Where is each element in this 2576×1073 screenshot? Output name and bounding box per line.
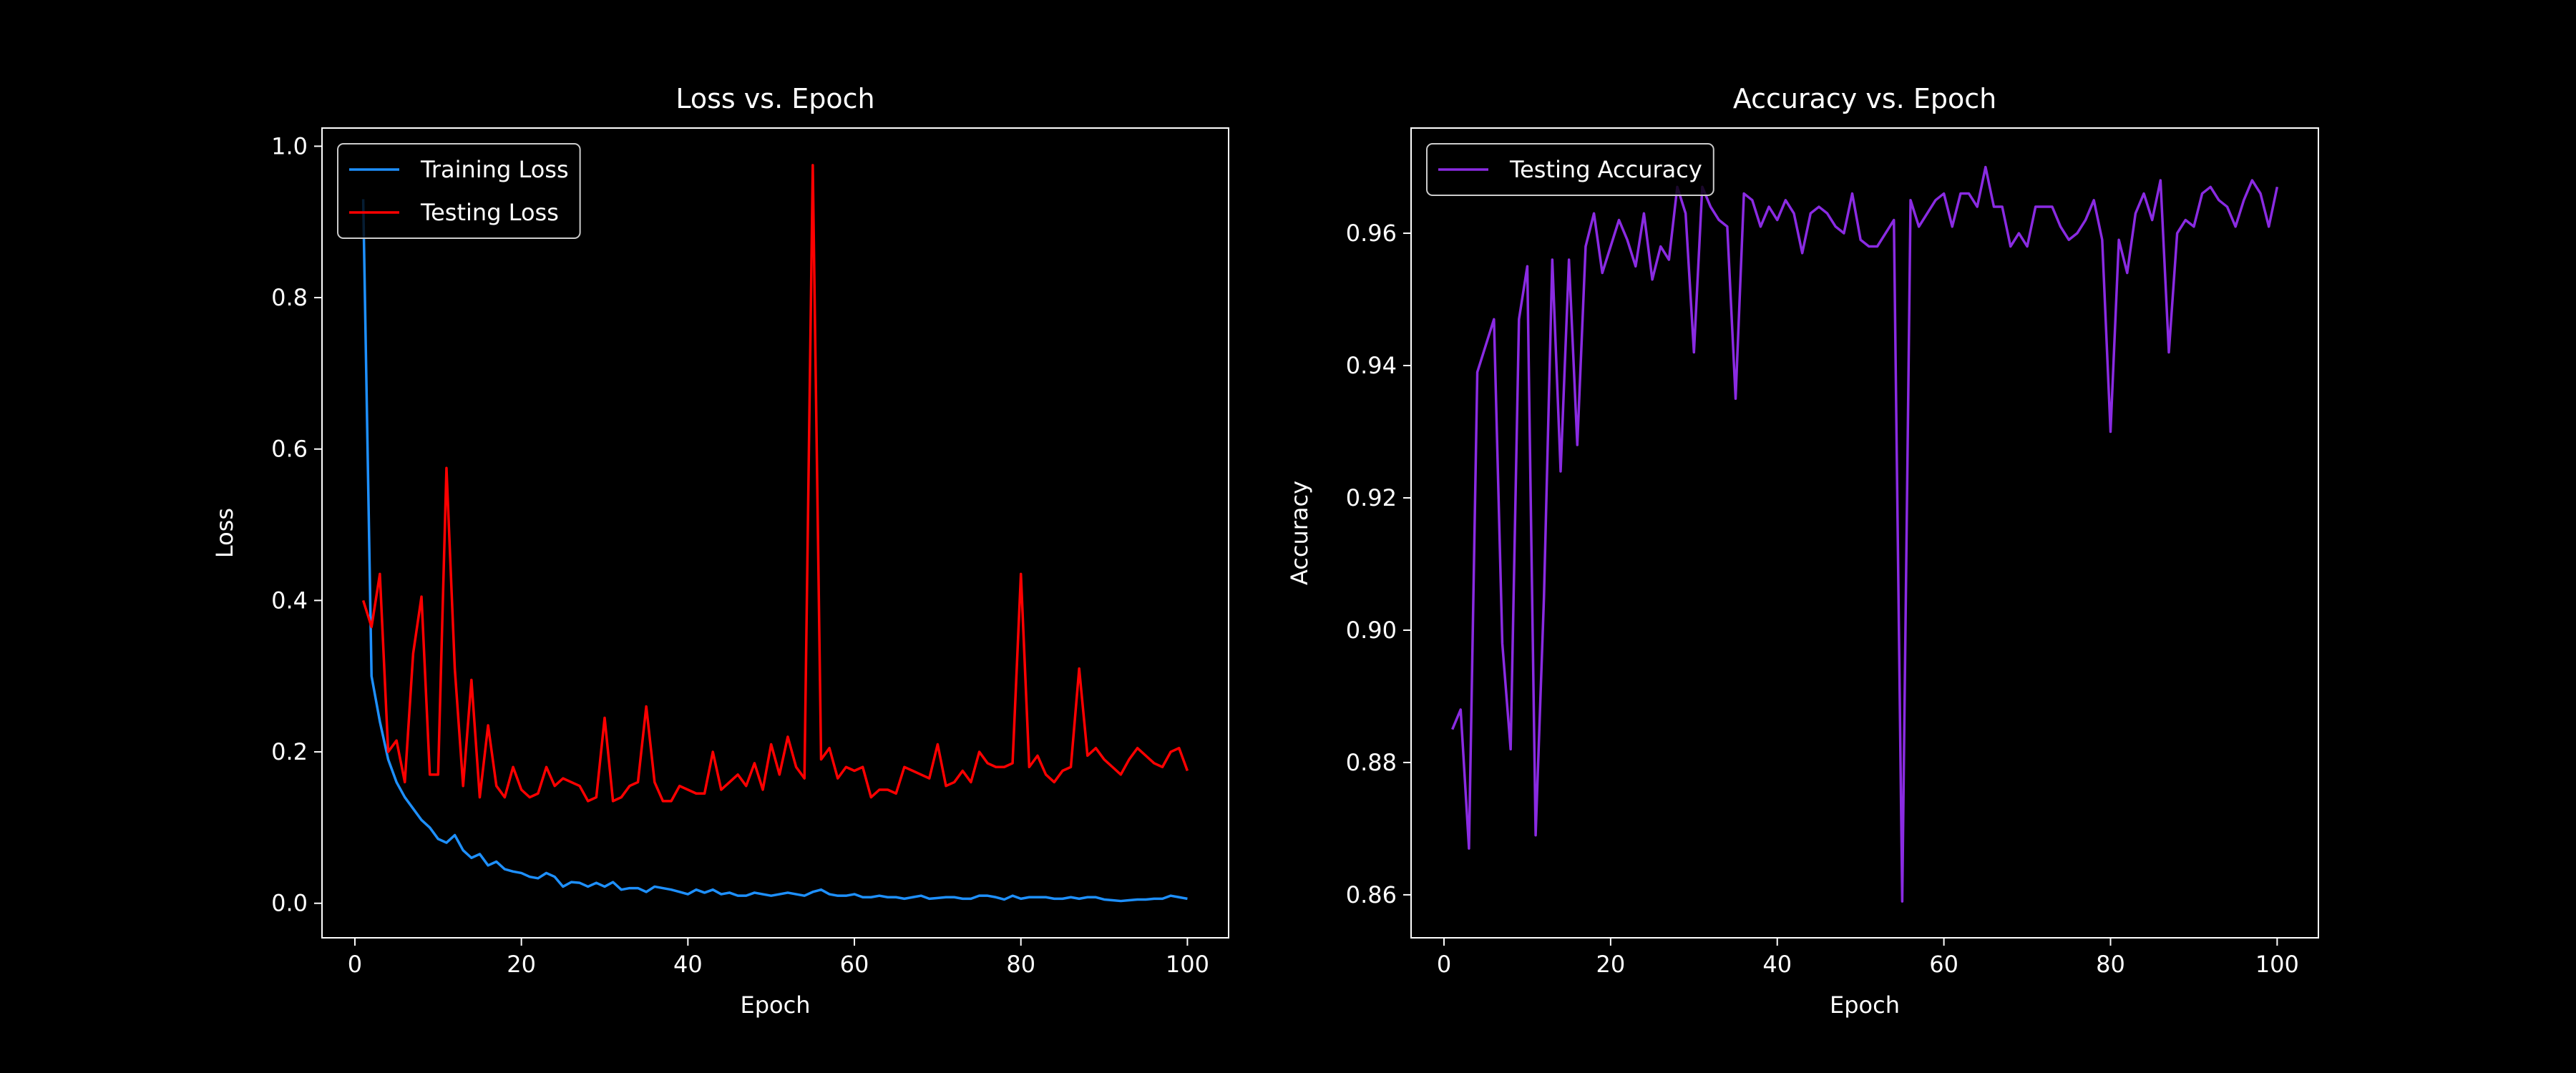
y-tick-label: 0.0 bbox=[271, 890, 308, 917]
legend-box bbox=[1426, 143, 1714, 196]
series-line bbox=[1451, 165, 2279, 903]
axes-frame bbox=[1410, 127, 2319, 939]
y-tick-label: 0.6 bbox=[271, 436, 308, 463]
y-tick-label: 1.0 bbox=[271, 132, 308, 160]
legend-label: Training Loss bbox=[420, 156, 569, 183]
y-axis-label: Accuracy bbox=[1286, 481, 1313, 585]
x-tick-label: 80 bbox=[2096, 951, 2125, 978]
legend-label: Testing Accuracy bbox=[1509, 156, 1702, 183]
x-tick-label: 100 bbox=[1166, 951, 1209, 978]
x-tick-label: 60 bbox=[840, 951, 869, 978]
y-axis-label: Loss bbox=[211, 508, 238, 558]
y-tick-label: 0.92 bbox=[1346, 484, 1397, 511]
chart-title: Accuracy vs. Epoch bbox=[1733, 83, 1996, 114]
series-line bbox=[361, 164, 1189, 803]
x-axis-label: Epoch bbox=[741, 991, 811, 1019]
x-axis-label: Epoch bbox=[1830, 991, 1900, 1019]
y-tick-label: 0.8 bbox=[271, 284, 308, 311]
x-tick-label: 40 bbox=[673, 951, 703, 978]
y-tick-label: 0.90 bbox=[1346, 617, 1397, 644]
x-tick-label: 40 bbox=[1762, 951, 1792, 978]
x-tick-label: 0 bbox=[1437, 951, 1451, 978]
series-line bbox=[361, 199, 1188, 903]
legend-box bbox=[337, 143, 581, 239]
x-tick-label: 80 bbox=[1006, 951, 1035, 978]
x-tick-label: 20 bbox=[507, 951, 536, 978]
legend: Training Loss Testing Loss bbox=[337, 143, 581, 239]
y-tick-label: 0.94 bbox=[1346, 352, 1397, 379]
y-tick-label: 0.96 bbox=[1346, 220, 1397, 247]
y-tick-label: 0.88 bbox=[1346, 749, 1397, 776]
x-tick-label: 60 bbox=[1929, 951, 1958, 978]
x-tick-label: 100 bbox=[2255, 951, 2299, 978]
legend-label: Testing Loss bbox=[420, 199, 559, 226]
axes-frame bbox=[321, 127, 1229, 939]
y-tick-label: 0.2 bbox=[271, 738, 308, 765]
legend: Testing Accuracy bbox=[1426, 143, 1714, 196]
chart-title: Loss vs. Epoch bbox=[675, 83, 874, 114]
x-tick-label: 20 bbox=[1596, 951, 1626, 978]
y-tick-label: 0.86 bbox=[1346, 881, 1397, 908]
x-tick-label: 0 bbox=[348, 951, 362, 978]
y-tick-label: 0.4 bbox=[271, 587, 308, 614]
